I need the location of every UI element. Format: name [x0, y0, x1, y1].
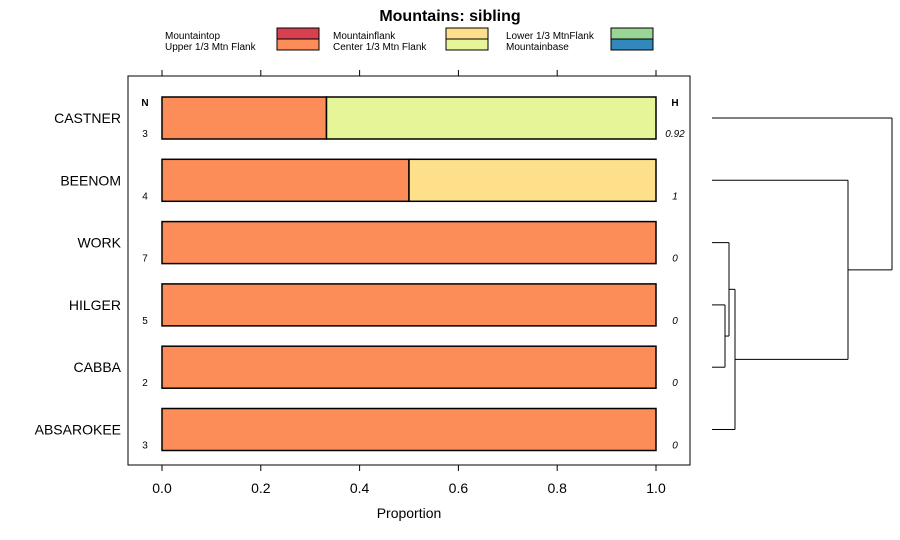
bars-group: CASTNER 3 0.92 BEENOM 4 1 WORK 7 0 HILGER 5 0 CABBA 2… — [35, 96, 685, 452]
bar-segment — [161, 407, 657, 452]
h-value: 0 — [672, 378, 678, 389]
bar-segment — [161, 96, 328, 140]
h-value: 0 — [672, 254, 678, 265]
legend-label: Upper 1/3 Mtn Flank — [165, 42, 257, 53]
legend-swatch — [610, 38, 654, 51]
category-label: CABBA — [74, 359, 122, 375]
bar-segment — [161, 220, 657, 265]
legend-swatch — [610, 27, 654, 40]
n-value: 7 — [142, 254, 148, 265]
n-value: 5 — [142, 316, 148, 327]
x-tick-label: 0.4 — [350, 480, 370, 496]
x-tick-label: 0.2 — [251, 480, 271, 496]
legend-label: Mountainbase — [506, 42, 569, 53]
n-value: 3 — [142, 441, 148, 452]
h-header: H — [671, 98, 678, 109]
legend-swatch — [445, 38, 489, 51]
bar-segment — [161, 158, 410, 203]
bar-segment — [325, 96, 657, 140]
bar-segment — [161, 283, 657, 327]
n-value: 4 — [142, 191, 148, 202]
x-tick-label: 0.8 — [547, 480, 567, 496]
legend-label: Center 1/3 Mtn Flank — [333, 42, 427, 53]
x-tick-label: 0.0 — [152, 480, 172, 496]
n-value: 2 — [142, 378, 148, 389]
chart-title: Mountains: sibling — [379, 8, 520, 25]
x-tick-label: 0.6 — [449, 480, 469, 496]
h-value: 0.92 — [665, 129, 685, 140]
legend-label: Mountainflank — [333, 31, 396, 42]
legend-swatch — [445, 27, 489, 40]
category-label: ABSAROKEE — [35, 422, 121, 438]
n-header: N — [141, 98, 148, 109]
category-label: WORK — [77, 235, 121, 251]
bar-segment — [161, 345, 657, 389]
category-label: BEENOM — [60, 172, 121, 188]
category-label: HILGER — [69, 297, 121, 313]
legend-label: Mountaintop — [165, 31, 220, 42]
x-axis-label: Proportion — [377, 505, 442, 521]
dendrogram — [712, 117, 893, 430]
legend-label: Lower 1/3 MtnFlank — [506, 31, 595, 42]
h-value: 0 — [672, 316, 678, 327]
bar-segment — [408, 158, 657, 203]
legend-swatch — [276, 38, 320, 51]
plot-panel — [127, 75, 691, 466]
axes-group: 0.0 0.2 0.4 0.6 0.8 1.0 — [152, 70, 666, 496]
legend-swatch — [276, 27, 320, 40]
n-value: 3 — [142, 129, 148, 140]
h-value: 1 — [672, 191, 678, 202]
h-value: 0 — [672, 441, 678, 452]
category-label: CASTNER — [54, 110, 121, 126]
x-tick-label: 1.0 — [646, 480, 666, 496]
